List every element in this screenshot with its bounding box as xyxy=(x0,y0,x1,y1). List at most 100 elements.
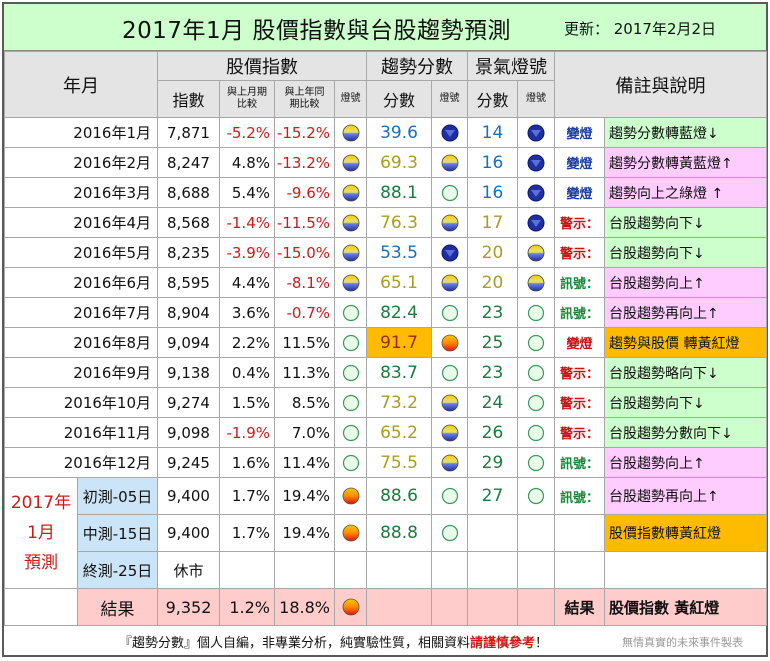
cell-index: 7,871 xyxy=(157,117,220,148)
cell-mom: 4.8% xyxy=(219,147,275,178)
cell-month: 2016年11月 xyxy=(4,417,158,448)
index-light-icon xyxy=(334,207,367,238)
cell-signal: 訊號： xyxy=(554,267,605,298)
index-light-icon xyxy=(334,551,367,589)
index-light-icon xyxy=(334,387,367,418)
index-light-icon xyxy=(334,327,367,358)
cell-index: 9,138 xyxy=(157,357,220,388)
cell-signal: 警示： xyxy=(554,417,605,448)
trend-light-icon xyxy=(431,477,468,515)
cell-mom: -5.2% xyxy=(219,117,275,148)
cell-index: 9,400 xyxy=(157,477,220,515)
cell-index: 8,595 xyxy=(157,267,220,298)
trend-light-icon xyxy=(431,357,468,388)
cell-signal: 訊號： xyxy=(554,297,605,328)
header-mom: 與上月期比較 xyxy=(219,80,275,118)
cell-trend-score: 73.2 xyxy=(366,387,432,418)
header-mom-text: 與上月期比較 xyxy=(227,87,267,110)
table-row: 2016年6月 8,595 4.4% -8.1% 65.1 20 訊號： 台股趨勢向上↑ xyxy=(4,267,767,298)
update-date: 更新： 2017年2月2日 xyxy=(564,20,717,38)
cell-index: 8,247 xyxy=(157,147,220,178)
cell-yoy: -15.0% xyxy=(274,237,335,268)
trend-light-icon xyxy=(431,387,468,418)
cell-index: 9,094 xyxy=(157,327,220,358)
cell-mom: 1.6% xyxy=(219,447,275,478)
climate-light-icon xyxy=(517,447,555,478)
result-label: 結果 xyxy=(77,588,158,626)
cell-index: 8,688 xyxy=(157,177,220,208)
cell-trend-score: 39.6 xyxy=(366,117,432,148)
cell-yoy: 11.3% xyxy=(274,357,335,388)
cell-month: 2016年6月 xyxy=(4,267,158,298)
cell-mom: 1.7% xyxy=(219,514,275,552)
result-empty xyxy=(366,588,432,626)
cell-index: 8,904 xyxy=(157,297,220,328)
table-row: 2016年4月 8,568 -1.4% -11.5% 76.3 17 警示： 台股趨勢向下↓ xyxy=(4,207,767,238)
cell-mom: 0.4% xyxy=(219,357,275,388)
cell-signal: 警示： xyxy=(554,207,605,238)
climate-light-icon xyxy=(517,297,555,328)
cell-yoy: -11.5% xyxy=(274,207,335,238)
table-row: 2016年7月 8,904 3.6% -0.7% 82.4 23 訊號： 台股趨勢再向上↑ xyxy=(4,297,767,328)
climate-light-icon xyxy=(517,327,555,358)
cell-month: 2016年9月 xyxy=(4,357,158,388)
climate-light-icon xyxy=(517,117,555,148)
cell-month: 2016年12月 xyxy=(4,447,158,478)
climate-light-icon xyxy=(517,477,555,515)
cell-trend-score: 53.5 xyxy=(366,237,432,268)
cell-signal xyxy=(554,551,605,589)
cell-climate-score: 14 xyxy=(467,117,518,148)
header-climate-group: 景氣燈號 xyxy=(467,51,555,81)
table-row: 2016年12月 9,245 1.6% 11.4% 75.5 29 訊號： 台股趨勢向上↑ xyxy=(4,447,767,478)
cell-climate-score xyxy=(467,551,518,589)
cell-yoy: 11.4% xyxy=(274,447,335,478)
cell-month: 2016年7月 xyxy=(4,297,158,328)
result-note: 股價指數 黃紅燈 xyxy=(604,588,767,626)
result-mom: 1.2% xyxy=(219,588,275,626)
cell-climate-score: 24 xyxy=(467,387,518,418)
trend-light-icon xyxy=(431,117,468,148)
footer-credit: 無情真實的未來事件製表 xyxy=(622,636,743,649)
cell-mom: 2.2% xyxy=(219,327,275,358)
cell-trend-score: 82.4 xyxy=(366,297,432,328)
result-row: 結果 9,352 1.2% 18.8% 結果 股價指數 黃紅燈 xyxy=(4,588,767,626)
cell-yoy xyxy=(274,551,335,589)
result-empty xyxy=(517,588,555,626)
cell-signal: 訊號： xyxy=(554,477,605,515)
index-light-icon xyxy=(334,297,367,328)
index-light-icon xyxy=(334,237,367,268)
trend-light-icon xyxy=(431,551,468,589)
cell-index: 8,235 xyxy=(157,237,220,268)
climate-light-icon xyxy=(517,237,555,268)
trend-light-icon xyxy=(431,514,468,552)
cell-climate-score: 27 xyxy=(467,477,518,515)
table-row: 2016年3月 8,688 5.4% -9.6% 88.1 16 變燈 趨勢向上之綠燈 ↑ xyxy=(4,177,767,208)
forecast-row: 中測-15日 9,400 1.7% 19.4% 88.8 股價指數轉黃紅燈 xyxy=(5,514,767,552)
cell-note: 台股趨勢向上↑ xyxy=(604,447,767,478)
cell-trend-score: 88.1 xyxy=(366,177,432,208)
cell-month: 2016年3月 xyxy=(4,177,158,208)
cell-mom: 1.7% xyxy=(219,477,275,515)
cell-trend-score: 75.5 xyxy=(366,447,432,478)
cell-climate-score: 20 xyxy=(467,267,518,298)
trend-light-icon xyxy=(431,417,468,448)
trend-light-icon xyxy=(431,147,468,178)
climate-light-icon xyxy=(517,387,555,418)
cell-note: 台股趨勢分數向下↓ xyxy=(604,417,767,448)
footer-end: ！ xyxy=(535,636,549,651)
table-row: 2016年9月 9,138 0.4% 11.3% 83.7 23 警示： 台股趨勢略向下↓ xyxy=(4,357,767,388)
index-light-icon xyxy=(334,357,367,388)
header-trend-light: 燈號 xyxy=(431,80,468,118)
cell-index: 9,098 xyxy=(157,417,220,448)
cell-signal xyxy=(554,514,605,552)
trend-light-icon xyxy=(431,267,468,298)
table-row: 2016年10月 9,274 1.5% 8.5% 73.2 24 警示： 台股趨勢向下↓ xyxy=(4,387,767,418)
index-light-icon xyxy=(334,177,367,208)
page-title: 2017年1月 股價指數與台股趨勢預測 xyxy=(122,18,511,44)
header-yoy: 與上年同期比較 xyxy=(274,80,335,118)
cell-climate-score: 23 xyxy=(467,297,518,328)
cell-month: 2016年4月 xyxy=(4,207,158,238)
trend-light-icon xyxy=(431,207,468,238)
climate-light-icon xyxy=(517,514,555,552)
